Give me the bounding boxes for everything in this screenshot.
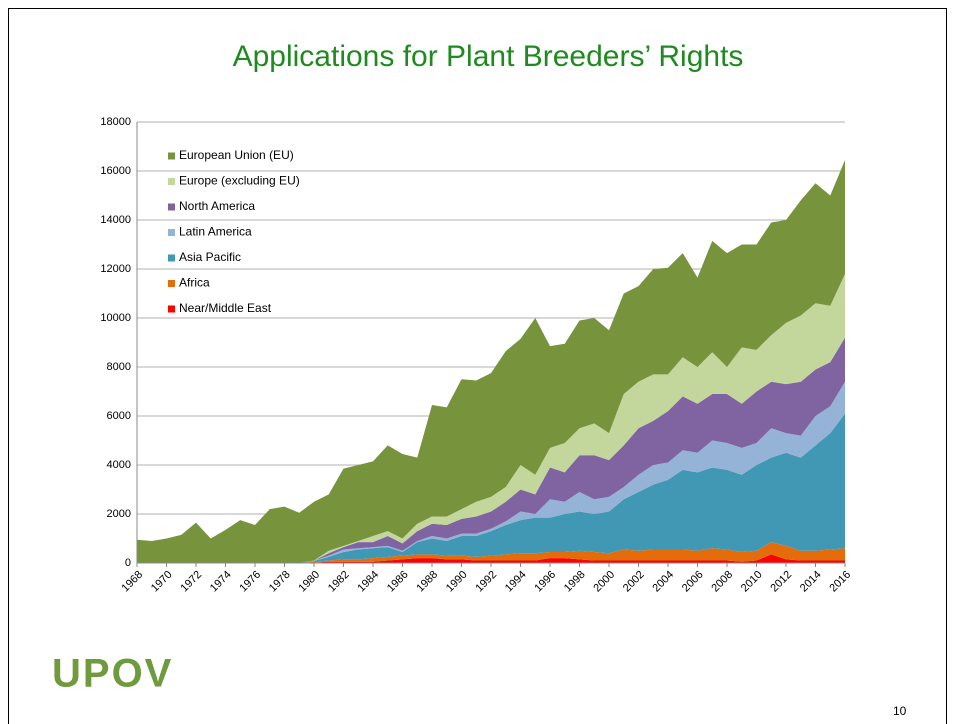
x-tick-label: 1986 <box>385 569 411 595</box>
x-tick-label: 2006 <box>680 569 706 595</box>
x-tick-label: 1968 <box>119 569 145 595</box>
logo: UPOV <box>52 652 173 696</box>
y-tick-label: 14000 <box>100 214 131 226</box>
y-tick-label: 0 <box>125 557 131 569</box>
slide-border <box>8 8 947 724</box>
y-tick-label: 6000 <box>107 410 131 422</box>
legend-label: Africa <box>179 276 210 290</box>
area <box>137 554 845 563</box>
x-tick-label: 2002 <box>621 569 647 595</box>
area <box>137 413 845 563</box>
x-tick-label: 2010 <box>739 569 765 595</box>
x-tick-label: 1994 <box>503 569 529 595</box>
x-tick-label: 1996 <box>532 569 558 595</box>
x-tick-label: 1978 <box>267 569 293 595</box>
y-tick-label: 18000 <box>100 116 131 128</box>
x-tick-label: 1992 <box>473 569 499 595</box>
x-tick-label: 2004 <box>650 569 676 595</box>
legend-label: Latin America <box>179 225 252 239</box>
legend-label: European Union (EU) <box>179 148 294 162</box>
y-tick-label: 8000 <box>107 361 131 373</box>
legend-swatch <box>168 203 175 211</box>
y-tick-label: 12000 <box>100 263 131 275</box>
x-tick-label: 2014 <box>798 569 824 595</box>
x-tick-label: 1990 <box>444 569 470 595</box>
area <box>137 542 845 563</box>
x-tick-label: 2000 <box>591 569 617 595</box>
x-tick-label: 1988 <box>414 569 440 595</box>
legend-label: Asia Pacific <box>179 250 241 264</box>
x-tick-label: 2008 <box>709 569 735 595</box>
x-tick-label: 1970 <box>149 569 175 595</box>
x-tick-label: 1976 <box>237 569 263 595</box>
area <box>137 159 845 564</box>
legend-swatch <box>168 280 175 287</box>
x-tick-label: 2012 <box>768 569 794 595</box>
x-tick-label: 1982 <box>326 569 352 595</box>
legend-label: Near/Middle East <box>179 301 272 315</box>
legend-swatch <box>168 229 175 236</box>
y-tick-label: 4000 <box>107 459 131 471</box>
x-tick-label: 1974 <box>208 569 234 595</box>
legend-swatch <box>168 178 175 185</box>
legend-swatch <box>168 254 175 262</box>
page-number: 10 <box>893 704 907 718</box>
area <box>137 337 845 563</box>
plot-area: 0 2000 4000 6000 8000 10000 12000 14000 16000 180… <box>100 116 853 595</box>
legend-label: North America <box>179 199 255 213</box>
y-tick-label: 10000 <box>100 312 131 324</box>
x-tick-label: 1980 <box>296 569 322 595</box>
x-tick-label: 1984 <box>355 569 381 595</box>
x-tick-label: 1972 <box>178 569 204 595</box>
area <box>137 273 845 563</box>
legend-swatch <box>168 305 175 313</box>
y-tick-label: 16000 <box>100 165 131 177</box>
y-tick-label: 2000 <box>107 508 131 520</box>
x-tick-label: 2016 <box>827 569 853 595</box>
legend-swatch <box>168 152 175 160</box>
slide-title: Applications for Plant Breeders’ Rights <box>233 40 744 73</box>
legend-label: Europe (excluding EU) <box>179 174 300 188</box>
x-tick-label: 1998 <box>562 569 588 595</box>
